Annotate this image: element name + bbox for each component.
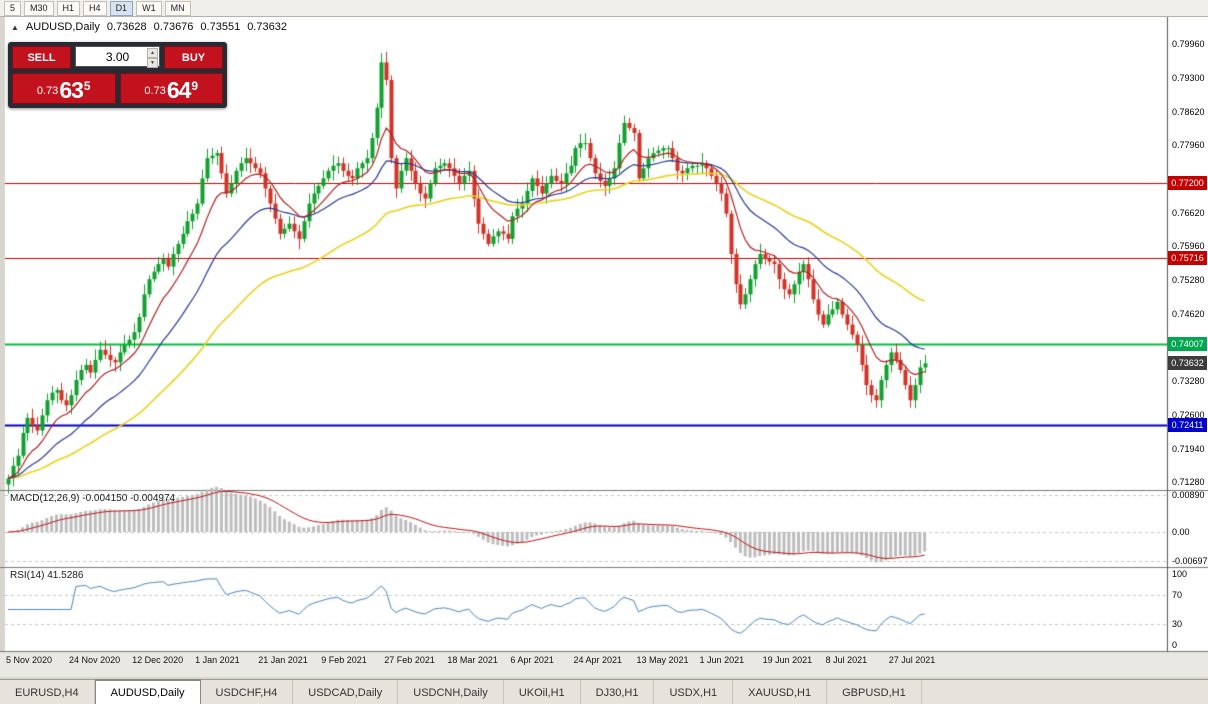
chart-tab-gbpusd-h1[interactable]: GBPUSD,H1 — [827, 680, 922, 704]
date-axis-label: 18 Mar 2021 — [447, 655, 498, 665]
volume-input[interactable]: 3.00 ▲ ▼ — [75, 46, 160, 68]
macd-indicator-label: MACD(12,26,9) -0.004150 -0.004974 — [10, 493, 175, 504]
chart-tab-usdx-h1[interactable]: USDX,H1 — [654, 680, 734, 704]
date-axis-label: 8 Jul 2021 — [825, 655, 868, 665]
volume-value: 3.00 — [105, 49, 130, 64]
chart-header: ▲ AUDUSD,Daily 0.73628 0.73676 0.73551 0… — [11, 21, 287, 33]
macd-axis-label: -0.00697 — [1172, 556, 1208, 567]
volume-up-button[interactable]: ▲ — [147, 48, 158, 58]
sell-price-sup: 5 — [83, 79, 91, 93]
price-chart-canvas[interactable] — [0, 0, 1208, 677]
date-axis-label: 19 Jun 2021 — [762, 655, 813, 665]
collapse-panel-icon[interactable]: ▲ — [11, 22, 19, 32]
price-axis-label: 0.74620 — [1172, 308, 1205, 319]
rsi-value: 41.5286 — [47, 570, 84, 581]
price-axis-label: 0.75960 — [1172, 240, 1205, 251]
price-axis-label: 0.79300 — [1172, 72, 1205, 83]
timeframe-button-5[interactable]: 5 — [4, 0, 22, 16]
macd-values: -0.004150 -0.004974 — [82, 493, 176, 504]
price-axis-badge: 0.75716 — [1168, 251, 1207, 266]
chart-tab-usdchf-h4[interactable]: USDCHF,H4 — [201, 680, 294, 704]
price-axis-label: 0.77960 — [1172, 140, 1205, 151]
buy-price-sup: 9 — [191, 79, 199, 93]
ohlc-high: 0.73676 — [153, 21, 194, 33]
ohlc-close: 0.73632 — [247, 21, 287, 33]
date-axis-label: 5 Nov 2020 — [6, 655, 53, 665]
sell-price-big: 63 — [59, 77, 84, 103]
date-axis-label: 1 Jun 2021 — [699, 655, 745, 665]
buy-price-base: 0.73 — [144, 85, 166, 97]
date-axis-label: 27 Feb 2021 — [384, 655, 435, 665]
date-axis-label: 21 Jan 2021 — [258, 655, 308, 665]
date-axis-label: 6 Apr 2021 — [510, 655, 554, 665]
timeframe-button-h4[interactable]: H4 — [83, 0, 107, 16]
rsi-label: RSI(14) — [10, 570, 45, 581]
chart-tab-eurusd-h4[interactable]: EURUSD,H4 — [0, 680, 95, 704]
buy-price-big: 64 — [166, 77, 192, 103]
timeframe-button-d1[interactable]: D1 — [109, 0, 134, 16]
timeframe-button-mn[interactable]: MN — [164, 0, 191, 16]
ohlc-low: 0.73551 — [200, 21, 241, 33]
price-axis-label: 0.72600 — [1172, 410, 1205, 421]
date-axis-label: 1 Jan 2021 — [195, 655, 240, 665]
price-axis-label: 0.73280 — [1172, 376, 1205, 387]
sell-price-base: 0.73 — [36, 85, 59, 97]
price-axis-badge: 0.77200 — [1168, 176, 1207, 191]
chart-tab-usdcnh-daily[interactable]: USDCNH,Daily — [398, 680, 504, 704]
price-axis-badge: 0.73632 — [1168, 356, 1207, 371]
volume-spinner: ▲ ▼ — [147, 48, 158, 68]
price-axis-badge: 0.74007 — [1168, 337, 1207, 352]
rsi-axis-label: 0 — [1172, 640, 1178, 651]
volume-down-button[interactable]: ▼ — [147, 58, 158, 68]
price-axis-label: 0.79960 — [1172, 39, 1205, 50]
date-axis-label: 27 Jul 2021 — [888, 655, 936, 665]
one-click-trading-panel: SELL 3.00 ▲ ▼ BUY 0.73 63 5 0.73 64 9 — [8, 42, 227, 108]
chart-tab-usdcad-daily[interactable]: USDCAD,Daily — [293, 680, 399, 704]
date-axis-label: 12 Dec 2020 — [132, 655, 184, 665]
date-axis-label: 24 Nov 2020 — [69, 655, 121, 665]
timeframe-button-h1[interactable]: H1 — [56, 0, 81, 16]
price-axis-label: 0.75280 — [1172, 275, 1205, 286]
sell-price-button[interactable]: 0.73 63 5 — [12, 73, 116, 104]
buy-button[interactable]: BUY — [164, 46, 223, 69]
rsi-axis-label: 70 — [1172, 590, 1183, 601]
macd-axis-label: 0.00890 — [1172, 489, 1205, 500]
price-axis-badge: 0.72411 — [1168, 417, 1207, 432]
macd-axis-label: 0.00 — [1172, 526, 1190, 537]
price-axis-label: 0.78620 — [1172, 106, 1205, 117]
date-axis-label: 9 Feb 2021 — [321, 655, 367, 665]
price-axis-label: 0.71280 — [1172, 476, 1205, 487]
sell-button[interactable]: SELL — [12, 46, 71, 69]
chart-tab-ukoil-h1[interactable]: UKOil,H1 — [504, 680, 581, 704]
price-axis-label: 0.76620 — [1172, 207, 1205, 218]
timeframe-button-w1[interactable]: W1 — [136, 0, 162, 16]
date-axis-label: 24 Apr 2021 — [573, 655, 622, 665]
chart-tab-audusd-daily[interactable]: AUDUSD,Daily — [94, 679, 201, 704]
buy-price-button[interactable]: 0.73 64 9 — [119, 73, 223, 104]
chart-tab-dj30-h1[interactable]: DJ30,H1 — [581, 680, 655, 704]
rsi-axis-label: 30 — [1172, 618, 1183, 629]
chart-symbol-title: AUDUSD,Daily — [25, 21, 100, 33]
macd-label: MACD(12,26,9) — [10, 493, 80, 504]
rsi-axis-label: 100 — [1172, 568, 1188, 579]
timeframe-button-m30[interactable]: M30 — [24, 0, 54, 16]
ohlc-open: 0.73628 — [106, 21, 147, 33]
chart-tabs-bar: EURUSD,H4 AUDUSD,Daily USDCHF,H4 USDCAD,Dai… — [0, 679, 1208, 704]
rsi-indicator-label: RSI(14) 41.5286 — [10, 570, 83, 581]
chart-tab-xauusd-h1[interactable]: XAUUSD,H1 — [733, 680, 828, 704]
price-axis-label: 0.71940 — [1172, 443, 1205, 454]
date-axis-label: 13 May 2021 — [636, 655, 689, 665]
timeframe-toolbar: 5 M30 H1 H4 D1 W1 MN — [0, 0, 1208, 17]
